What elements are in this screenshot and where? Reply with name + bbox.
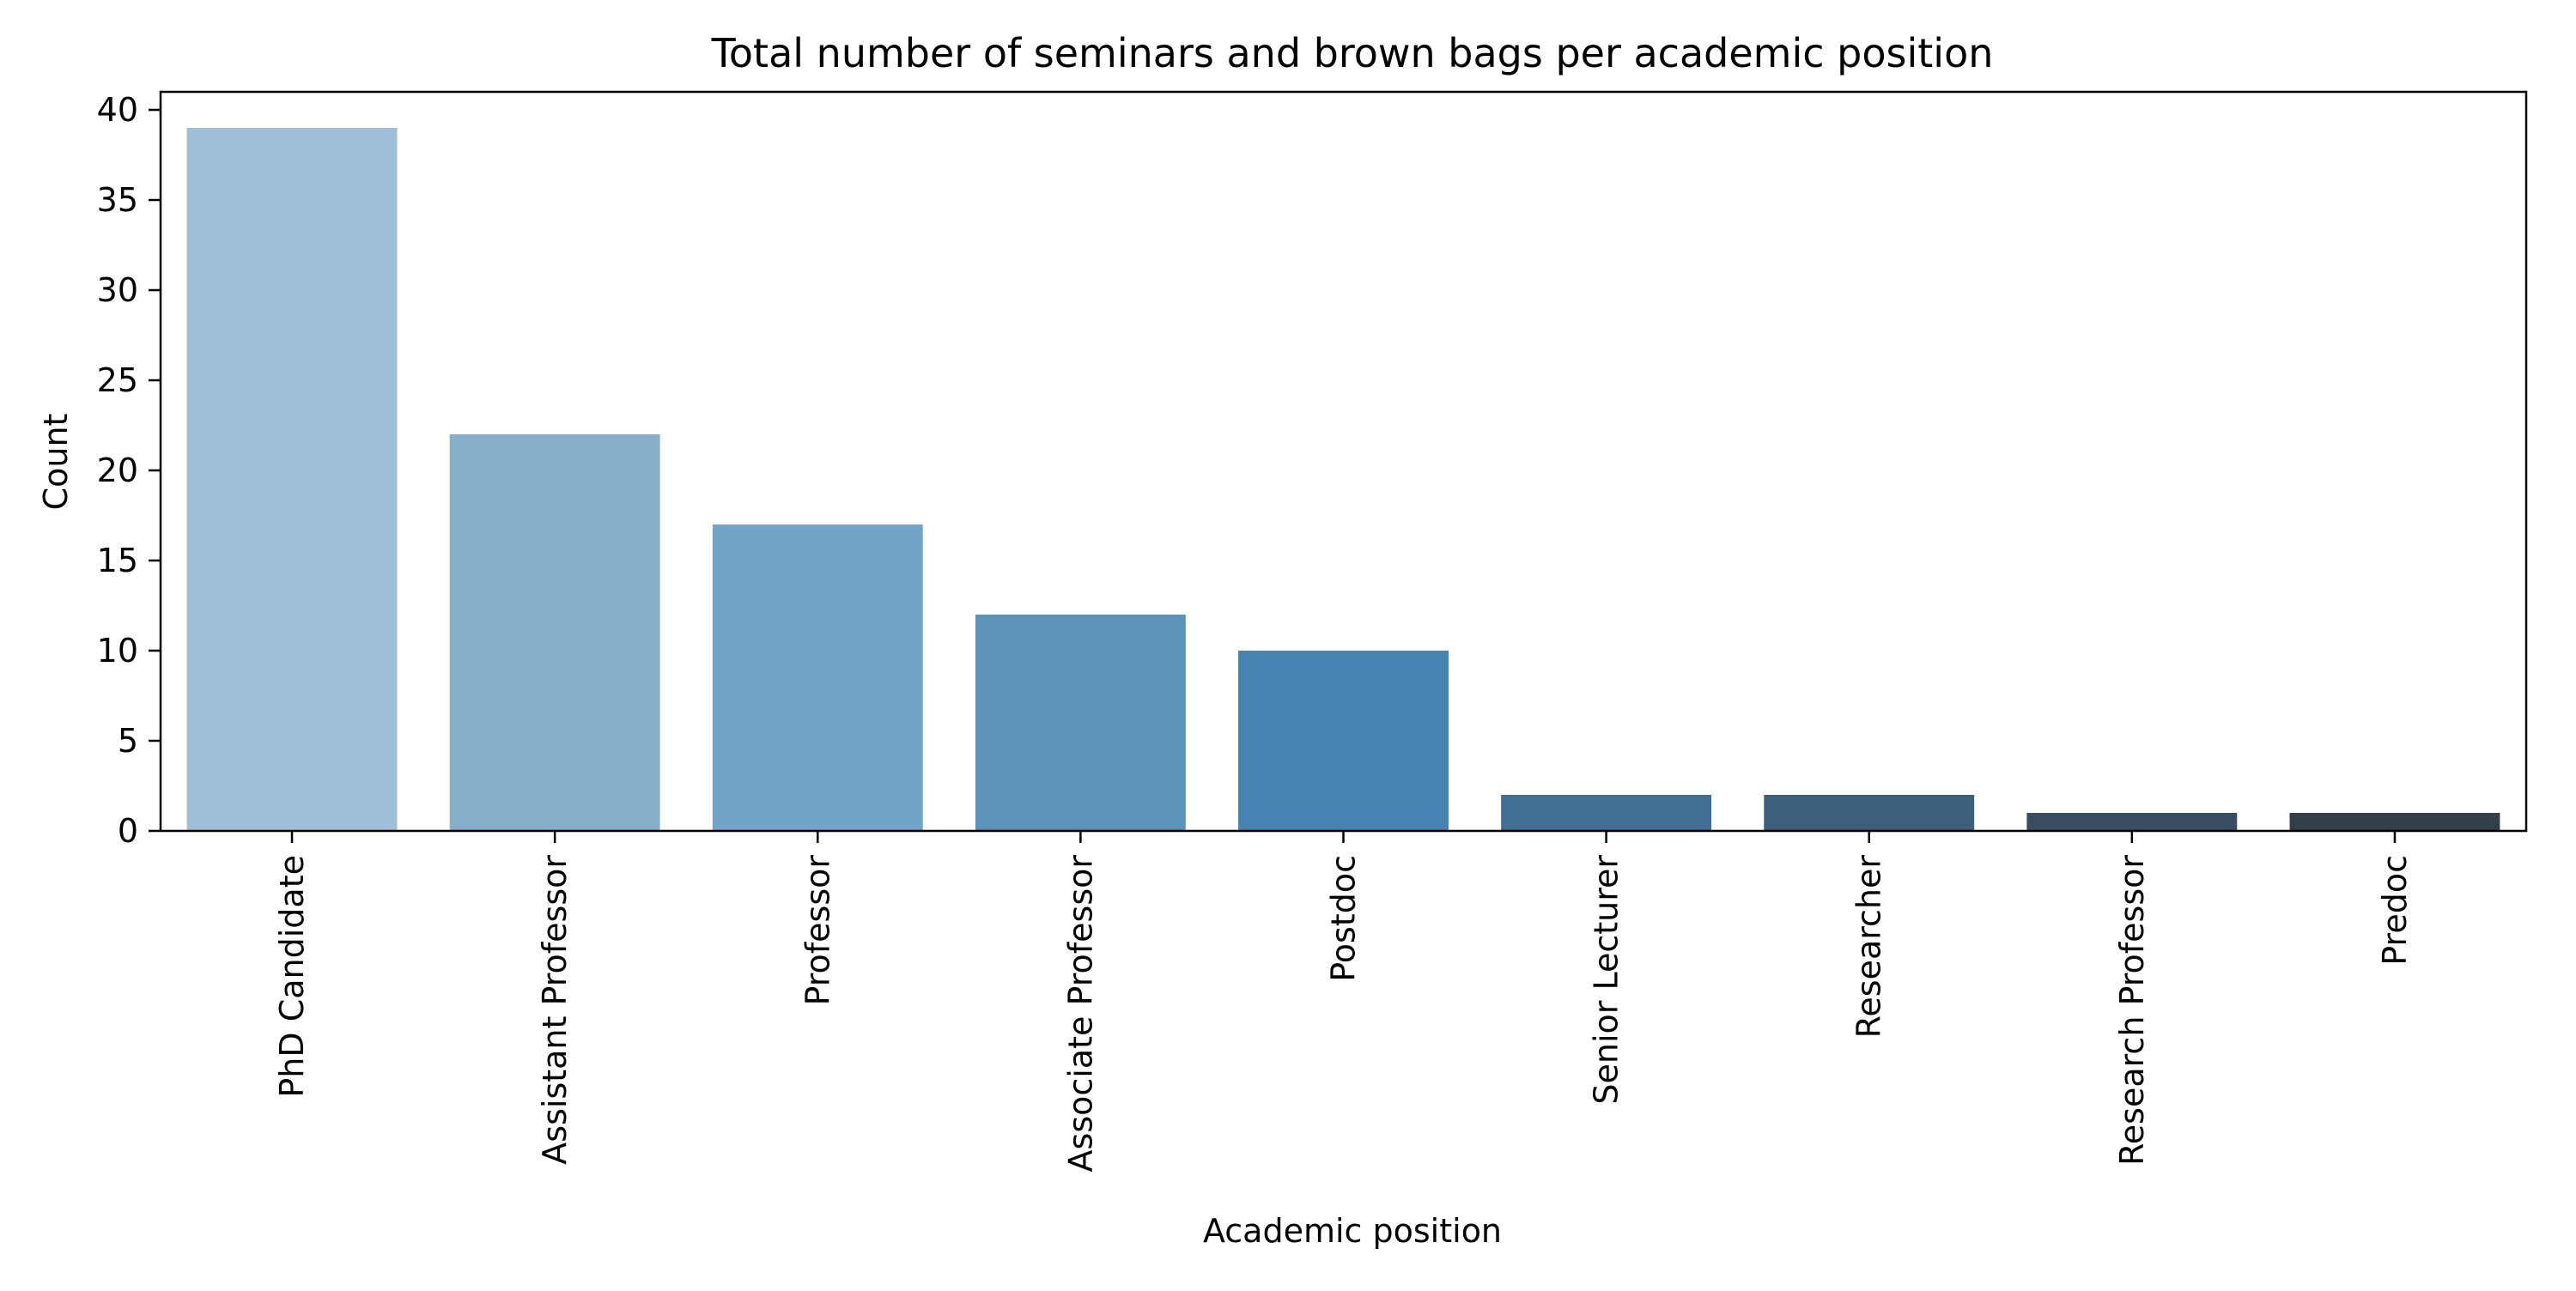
bar-postdoc [1238, 651, 1449, 831]
chart-title: Total number of seminars and brown bags … [711, 30, 1994, 76]
bar-professor [712, 524, 923, 831]
y-tick-label: 40 [97, 91, 138, 129]
x-tick-label: Research Professor [2113, 855, 2151, 1166]
y-tick-label: 15 [97, 542, 138, 579]
plot-area [159, 90, 2528, 833]
bar-phd-candidate [186, 128, 398, 831]
x-tick-label: PhD Candidate [273, 855, 311, 1098]
x-tick-label: Assistant Professor [536, 855, 574, 1165]
y-tick-label: 5 [118, 722, 138, 760]
y-axis: 0 5 10 15 20 25 30 35 40 [97, 91, 161, 850]
bar-senior-lecturer [1501, 795, 1712, 831]
x-tick-label: Predoc [2376, 855, 2414, 966]
x-tick-label: Professor [799, 855, 836, 1006]
x-axis: PhD Candidate Assistant Professor Professo… [273, 831, 2414, 1172]
y-tick-label: 0 [118, 812, 138, 850]
x-tick-label: Associate Professor [1061, 855, 1099, 1173]
x-tick-label: Researcher [1850, 855, 1888, 1039]
bar-research-professor [2026, 813, 2238, 831]
bar-researcher [1764, 795, 1975, 831]
y-tick-label: 20 [97, 452, 138, 489]
y-tick-label: 10 [97, 632, 138, 670]
bar-associate-professor [975, 615, 1186, 831]
x-tick-label: Senior Lecturer [1588, 855, 1625, 1105]
y-tick-label: 35 [97, 181, 138, 219]
y-axis-title: Count [37, 414, 75, 511]
x-axis-title: Academic position [1203, 1212, 1502, 1250]
x-tick-label: Postdoc [1325, 855, 1363, 982]
y-tick-label: 25 [97, 361, 138, 399]
bar-predoc [2289, 813, 2500, 831]
bar-assistant-professor [449, 434, 660, 831]
y-tick-label: 30 [97, 271, 138, 309]
